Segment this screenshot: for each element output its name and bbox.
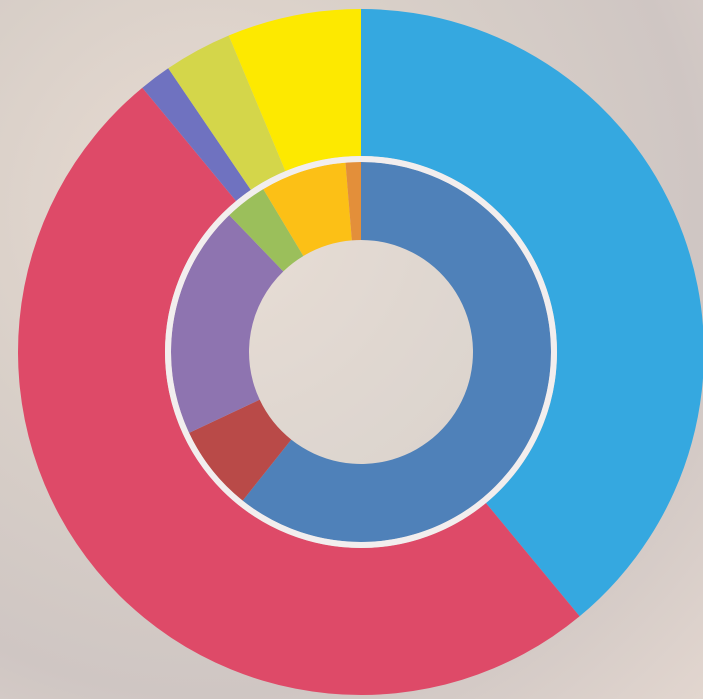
screen xyxy=(0,0,703,699)
hole xyxy=(249,240,473,464)
chart xyxy=(0,0,703,699)
